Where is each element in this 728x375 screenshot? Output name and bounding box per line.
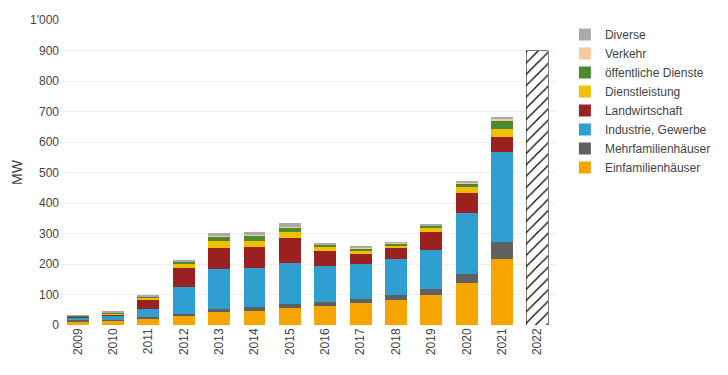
svg-text:MW: MW (9, 159, 25, 185)
svg-text:Einfamilienhäuser: Einfamilienhäuser (605, 161, 700, 175)
svg-text:2013: 2013 (212, 328, 226, 355)
svg-text:2011: 2011 (141, 328, 155, 354)
svg-text:200: 200 (39, 257, 59, 271)
svg-text:2018: 2018 (389, 328, 403, 355)
svg-text:900: 900 (39, 44, 59, 58)
svg-text:2020: 2020 (460, 328, 474, 355)
svg-text:2014: 2014 (247, 328, 261, 355)
svg-text:2022: 2022 (530, 328, 544, 355)
svg-text:2021: 2021 (495, 328, 509, 355)
svg-text:100: 100 (39, 288, 59, 302)
svg-text:2017: 2017 (353, 328, 367, 355)
svg-text:2015: 2015 (283, 328, 297, 355)
svg-text:Mehrfamilienhäuser: Mehrfamilienhäuser (605, 142, 710, 156)
svg-text:300: 300 (39, 227, 59, 241)
svg-text:800: 800 (39, 74, 59, 88)
svg-text:2010: 2010 (106, 328, 120, 355)
svg-text:500: 500 (39, 166, 59, 180)
svg-text:Industrie, Gewerbe: Industrie, Gewerbe (605, 123, 707, 137)
svg-text:Verkehr: Verkehr (605, 47, 646, 61)
svg-text:Diverse: Diverse (605, 28, 646, 42)
svg-text:700: 700 (39, 105, 59, 119)
svg-text:600: 600 (39, 135, 59, 149)
svg-text:Dienstleistung: Dienstleistung (605, 85, 680, 99)
svg-text:2016: 2016 (318, 328, 332, 355)
svg-text:400: 400 (39, 196, 59, 210)
svg-text:0: 0 (52, 318, 59, 332)
svg-text:Landwirtschaft: Landwirtschaft (605, 104, 683, 118)
svg-text:2019: 2019 (424, 328, 438, 355)
svg-text:2009: 2009 (71, 328, 85, 355)
svg-text:1'000: 1'000 (30, 13, 59, 27)
svg-text:öffentliche Dienste: öffentliche Dienste (605, 66, 704, 80)
svg-text:2012: 2012 (177, 328, 191, 355)
